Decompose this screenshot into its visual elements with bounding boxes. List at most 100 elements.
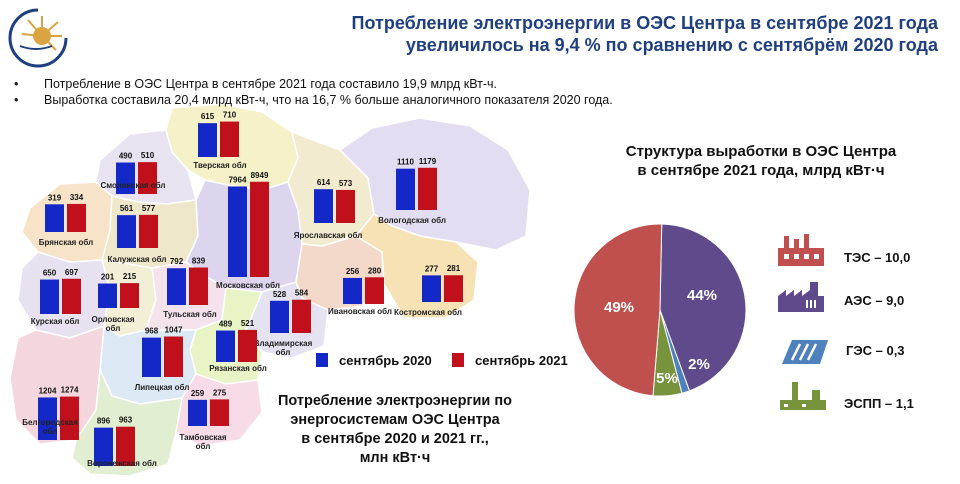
bar-2021	[139, 214, 158, 248]
region-bar-group: 1110 1179 Вологодская обл	[378, 157, 446, 225]
bar-value-2021: 510	[141, 151, 155, 160]
region-label: Белгородская обл	[22, 418, 78, 436]
pie-percent-label: 49%	[604, 299, 634, 316]
industrial-plant-icon	[780, 382, 826, 410]
bar-2021	[444, 275, 463, 302]
bar-2020	[198, 123, 217, 157]
bar-2020	[228, 186, 247, 277]
bar-value-2020: 968	[145, 327, 159, 336]
region-bar-group: 561 577 Калужская обл	[107, 204, 166, 264]
bar-value-2020: 256	[346, 267, 360, 276]
bar-value-2021: 963	[119, 416, 133, 425]
summary-bullets: • Потребление в ОЭС Центра в сентябре 202…	[14, 76, 613, 108]
region-label: Тамбовская обл	[179, 433, 226, 451]
bar-2021	[336, 189, 355, 223]
bar-2021	[365, 277, 384, 304]
bar-value-2021: 577	[142, 204, 156, 213]
pie-slice-1	[659, 223, 747, 392]
bar-value-2021: 280	[368, 266, 382, 275]
region-bar-group: 614 573 Ярославская обл	[294, 178, 363, 240]
bar-2021	[220, 121, 239, 157]
region-bar-group: 7964 8949 Московская обл	[216, 171, 280, 290]
map-caption: Потребление электроэнергии по энергосист…	[277, 393, 512, 466]
bar-2020	[142, 337, 161, 377]
hydro-plant-icon	[782, 340, 828, 364]
source-label-aes: АЭС – 9,0	[844, 293, 905, 308]
bar-2021	[189, 267, 208, 305]
region-label: Московская обл	[216, 281, 280, 290]
region-bar-group: 277 281 Костромская обл	[394, 264, 463, 317]
nuclear-plant-icon	[778, 282, 824, 312]
region-bar-group: 490 510 Смоленская обл	[100, 151, 166, 194]
bar-2020	[45, 204, 64, 232]
region-bar-group: 615 710 Тверская обл	[193, 111, 246, 170]
bar-2020	[98, 283, 117, 308]
bar-2021	[250, 181, 269, 277]
bar-2020	[216, 330, 235, 362]
bar-value-2020: 259	[191, 389, 205, 398]
region-label: Рязанская обл	[209, 364, 267, 373]
bar-value-2020: 277	[425, 264, 439, 273]
bar-2020	[94, 427, 113, 466]
bar-value-2021: 710	[223, 111, 237, 120]
bar-2020	[188, 399, 207, 426]
region-bar-group: 792 839 Тульская обл	[163, 257, 216, 319]
generation-pie-chart: 49% 44% 2% 5%	[573, 223, 747, 397]
region-label: Тверская обл	[193, 161, 246, 170]
legend-swatch-2020	[316, 353, 328, 367]
region-bar-group: 528 584 Владимирская обл	[254, 289, 313, 357]
region-label: Брянская обл	[39, 238, 94, 247]
region-label: Орловская обл	[91, 315, 134, 333]
pie-percent-label: 5%	[656, 370, 678, 387]
bar-value-2021: 275	[213, 388, 227, 397]
bar-2021	[138, 162, 157, 194]
region-bar-group: 1204 1274 Белгородская обл	[22, 386, 79, 440]
region-label: Липецкая обл	[135, 383, 190, 392]
bullet-item: • Потребление в ОЭС Центра в сентябре 202…	[14, 77, 498, 91]
bar-value-2021: 8949	[251, 171, 269, 180]
bar-2021	[120, 283, 139, 308]
bar-value-2021: 281	[447, 264, 461, 273]
bar-2021	[238, 329, 257, 362]
pie-percent-label: 44%	[687, 287, 717, 304]
bar-2020	[314, 189, 333, 223]
pie-percent-label: 2%	[688, 356, 710, 373]
bar-value-2021: 839	[192, 257, 206, 266]
region-label: Смоленская обл	[100, 181, 165, 190]
pie-slice-0	[573, 223, 663, 397]
bar-value-2020: 489	[219, 320, 233, 329]
page-title: Потребление электроэнергии в ОЭС Центра …	[300, 12, 938, 56]
bar-value-2020: 792	[170, 257, 184, 266]
region-label: Владимирская обл	[254, 339, 313, 357]
bar-value-2020: 490	[119, 152, 133, 161]
bar-value-2020: 615	[201, 112, 215, 121]
bar-value-2021: 334	[70, 193, 84, 202]
title-line-1: Потребление электроэнергии в ОЭС Центра …	[351, 13, 938, 33]
region-bar-group: 489 521 Рязанская обл	[209, 319, 267, 373]
thermal-plant-icon	[778, 234, 824, 266]
legend-label-2020: сентябрь 2020	[339, 353, 432, 368]
bar-value-2020: 1110	[397, 158, 414, 167]
bar-2020	[167, 268, 186, 305]
region-bar-group: 968 1047 Липецкая обл	[135, 326, 190, 392]
region-bars: 615 710 Тверская обл 490 510 Смоленская обл 31…	[22, 111, 463, 468]
bar-value-2021: 1274	[61, 386, 79, 395]
bar-2021	[60, 396, 79, 440]
bar-value-2021: 1047	[165, 326, 183, 335]
bar-value-2020: 528	[273, 290, 287, 299]
bar-2021	[116, 426, 135, 466]
region-label: Воронежская обл	[87, 459, 157, 468]
bar-value-2021: 521	[241, 319, 255, 328]
title-line-2: увеличилось на 9,4 % по сравнению с сент…	[405, 35, 938, 55]
bar-2021	[292, 299, 311, 333]
bar-value-2020: 896	[97, 417, 111, 426]
bar-2021	[164, 336, 183, 377]
region-label: Костромская обл	[394, 308, 462, 317]
region-bar-group: 201 215 Орловская обл	[91, 272, 139, 333]
region-bar-group: 259 275 Тамбовская обл	[179, 388, 229, 451]
bar-value-2021: 584	[295, 289, 309, 298]
region-bar-group: 256 280 Ивановская обл	[328, 266, 392, 316]
bar-value-2020: 201	[101, 273, 115, 282]
company-logo	[8, 8, 68, 68]
